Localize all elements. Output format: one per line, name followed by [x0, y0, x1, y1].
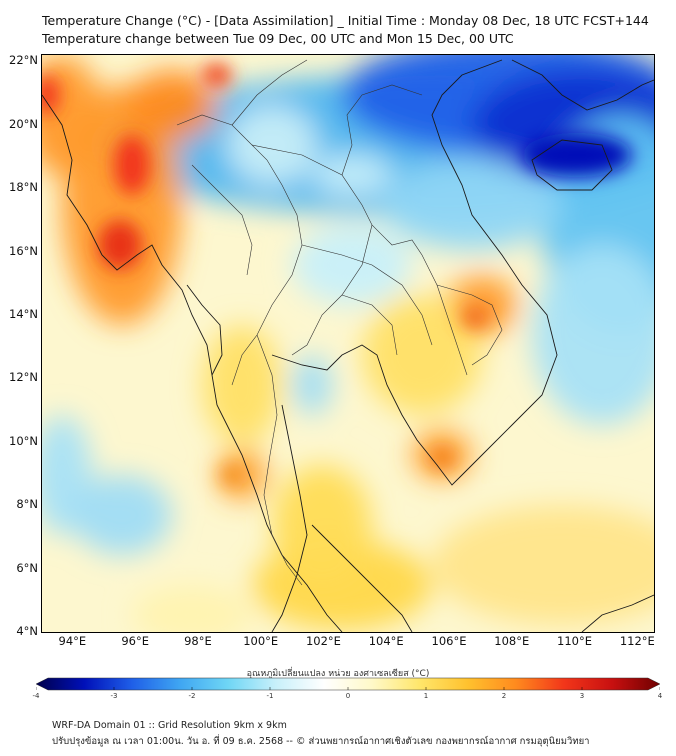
lat-tick-label: 6°N: [16, 560, 38, 575]
colorbar-tick-label: 1: [423, 692, 429, 700]
footer-model-info: WRF-DA Domain 01 :: Grid Resolution 9km …: [52, 720, 287, 731]
map-subtitle: Temperature change between Tue 09 Dec, 0…: [42, 31, 514, 46]
lat-tick-label: 8°N: [16, 497, 38, 512]
lat-tick-label: 16°N: [9, 243, 38, 258]
lon-tick-label: 98°E: [184, 634, 212, 648]
lat-tick-label: 10°N: [9, 433, 38, 448]
lat-tick-label: 22°N: [9, 53, 38, 68]
lon-tick-label: 104°E: [368, 634, 404, 648]
lat-tick-label: 12°N: [9, 370, 38, 385]
lon-tick-label: 110°E: [557, 634, 593, 648]
map-panel: [41, 54, 655, 633]
lat-tick-label: 4°N: [16, 624, 38, 638]
colorbar-tick-label: -3: [110, 692, 118, 700]
lon-tick-label: 108°E: [494, 634, 530, 648]
lon-tick-label: 96°E: [121, 634, 149, 648]
colorbar-tick-label: 0: [345, 692, 351, 700]
colorbar-tick-label: -4: [32, 692, 40, 700]
lon-tick-label: 112°E: [619, 634, 655, 648]
colorbar-tick-label: 4: [657, 692, 663, 700]
colorbar-title: อุณหภูมิเปลี่ยนแปลง หน่วย องศาเซลเซียส (…: [246, 669, 430, 679]
colorbar-tick-label: 3: [579, 692, 585, 700]
map-title: Temperature Change (°C) - [Data Assimila…: [42, 13, 649, 28]
footer-credit: ปรับปรุงข้อมูล ณ เวลา 01:00น. วัน อ. ที่…: [52, 736, 590, 747]
lat-tick-label: 18°N: [9, 180, 38, 195]
colorbar: [36, 677, 660, 691]
lon-tick-label: 100°E: [243, 634, 279, 648]
lon-tick-label: 94°E: [58, 634, 87, 648]
lon-tick-label: 102°E: [305, 634, 341, 648]
lon-tick-label: 106°E: [431, 634, 467, 648]
colorbar-tick-label: 2: [501, 692, 507, 700]
lat-tick-label: 14°N: [9, 306, 38, 321]
colorbar-tick-label: -2: [188, 692, 196, 700]
colorbar-tick-label: -1: [266, 692, 274, 700]
temperature-field-map: [42, 55, 654, 632]
lat-tick-label: 20°N: [9, 116, 38, 131]
